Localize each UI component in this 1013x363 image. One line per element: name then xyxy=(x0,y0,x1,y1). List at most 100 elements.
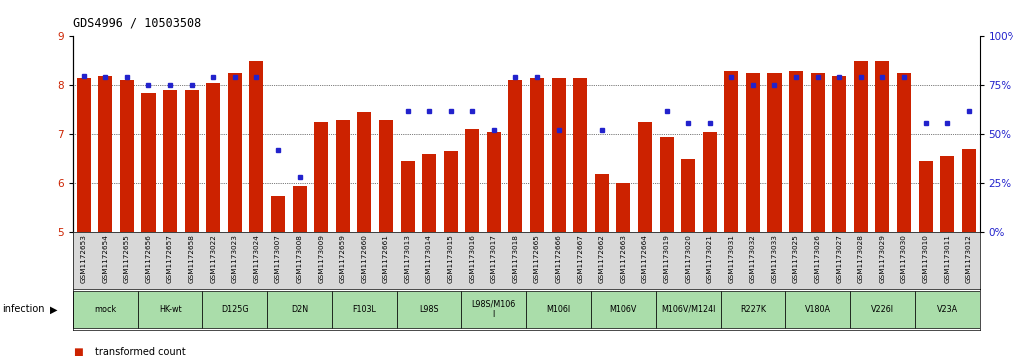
Text: GSM1172664: GSM1172664 xyxy=(642,234,648,283)
Text: L98S/M106
I: L98S/M106 I xyxy=(472,300,516,319)
Text: infection: infection xyxy=(2,305,45,314)
Bar xyxy=(397,291,462,328)
Bar xyxy=(358,112,372,232)
Text: GSM1172657: GSM1172657 xyxy=(167,234,173,283)
Bar xyxy=(98,76,112,232)
Text: GSM1173010: GSM1173010 xyxy=(923,234,929,283)
Text: L98S: L98S xyxy=(419,305,439,314)
Text: R227K: R227K xyxy=(739,305,766,314)
Bar xyxy=(487,132,500,232)
Bar xyxy=(720,291,785,328)
Text: ■: ■ xyxy=(73,347,83,357)
Bar xyxy=(595,174,609,232)
Bar xyxy=(919,161,933,232)
Bar xyxy=(142,93,156,232)
Bar xyxy=(724,70,738,232)
Bar xyxy=(203,291,267,328)
Text: GSM1172655: GSM1172655 xyxy=(124,234,130,283)
Text: GSM1173031: GSM1173031 xyxy=(728,234,734,283)
Text: GSM1173016: GSM1173016 xyxy=(469,234,475,283)
Bar xyxy=(465,130,479,232)
Text: GSM1173008: GSM1173008 xyxy=(297,234,303,283)
Bar xyxy=(810,73,825,232)
Bar xyxy=(591,291,655,328)
Text: D125G: D125G xyxy=(221,305,248,314)
Bar xyxy=(616,183,630,232)
Bar xyxy=(655,291,720,328)
Text: GSM1173026: GSM1173026 xyxy=(814,234,821,283)
Text: GSM1173019: GSM1173019 xyxy=(664,234,670,283)
Text: GSM1173030: GSM1173030 xyxy=(901,234,907,283)
Text: GSM1172661: GSM1172661 xyxy=(383,234,389,283)
Text: GSM1173021: GSM1173021 xyxy=(707,234,713,283)
Text: GSM1172654: GSM1172654 xyxy=(102,234,108,283)
Text: GSM1173018: GSM1173018 xyxy=(513,234,519,283)
Bar xyxy=(573,78,588,232)
Text: GSM1173011: GSM1173011 xyxy=(944,234,950,283)
Bar xyxy=(768,73,781,232)
Text: GSM1172659: GSM1172659 xyxy=(339,234,345,283)
Bar xyxy=(462,291,526,328)
Bar xyxy=(207,83,220,232)
Text: GSM1173009: GSM1173009 xyxy=(318,234,324,283)
Bar xyxy=(552,78,565,232)
Text: ▶: ▶ xyxy=(50,305,58,314)
Text: GSM1173025: GSM1173025 xyxy=(793,234,799,283)
Text: HK-wt: HK-wt xyxy=(159,305,181,314)
Text: GSM1173014: GSM1173014 xyxy=(426,234,433,283)
Text: GSM1172665: GSM1172665 xyxy=(534,234,540,283)
Bar xyxy=(785,291,850,328)
Text: GSM1173013: GSM1173013 xyxy=(404,234,410,283)
Bar xyxy=(527,291,591,328)
Bar xyxy=(444,151,458,232)
Text: GSM1173033: GSM1173033 xyxy=(772,234,778,283)
Text: GSM1172656: GSM1172656 xyxy=(146,234,152,283)
Text: V23A: V23A xyxy=(937,305,957,314)
Text: GSM1172666: GSM1172666 xyxy=(556,234,561,283)
Bar xyxy=(267,291,332,328)
Text: V226I: V226I xyxy=(871,305,893,314)
Text: F103L: F103L xyxy=(353,305,376,314)
Bar xyxy=(228,73,242,232)
Text: GSM1172658: GSM1172658 xyxy=(188,234,194,283)
Bar xyxy=(940,156,954,232)
Text: GSM1172660: GSM1172660 xyxy=(362,234,368,283)
Bar xyxy=(332,291,397,328)
Text: GSM1173012: GSM1173012 xyxy=(965,234,971,283)
Bar xyxy=(379,120,393,232)
Text: GSM1173022: GSM1173022 xyxy=(211,234,216,283)
Bar xyxy=(400,161,414,232)
Bar xyxy=(422,154,437,232)
Bar xyxy=(681,159,695,232)
Bar xyxy=(638,122,652,232)
Text: GSM1173029: GSM1173029 xyxy=(879,234,885,283)
Bar xyxy=(789,70,803,232)
Text: GSM1173027: GSM1173027 xyxy=(837,234,842,283)
Text: M106V: M106V xyxy=(610,305,637,314)
Text: V180A: V180A xyxy=(804,305,831,314)
Text: M106V/M124I: M106V/M124I xyxy=(660,305,715,314)
Bar xyxy=(530,78,544,232)
Bar xyxy=(833,76,846,232)
Bar xyxy=(509,80,523,232)
Text: GSM1173032: GSM1173032 xyxy=(750,234,756,283)
Bar xyxy=(314,122,328,232)
Bar xyxy=(915,291,980,328)
Bar xyxy=(120,80,134,232)
Bar xyxy=(897,73,911,232)
Text: GSM1173017: GSM1173017 xyxy=(491,234,496,283)
Bar xyxy=(850,291,915,328)
Text: GSM1173020: GSM1173020 xyxy=(685,234,691,283)
Bar xyxy=(961,149,976,232)
Bar xyxy=(73,291,138,328)
Text: GSM1173028: GSM1173028 xyxy=(858,234,864,283)
Bar xyxy=(703,132,717,232)
Bar xyxy=(163,90,177,232)
Text: GSM1172653: GSM1172653 xyxy=(81,234,87,283)
Text: GSM1172667: GSM1172667 xyxy=(577,234,583,283)
Bar xyxy=(854,61,868,232)
Bar xyxy=(335,120,349,232)
Bar xyxy=(184,90,199,232)
Text: M106I: M106I xyxy=(547,305,570,314)
Text: GSM1172663: GSM1172663 xyxy=(620,234,626,283)
